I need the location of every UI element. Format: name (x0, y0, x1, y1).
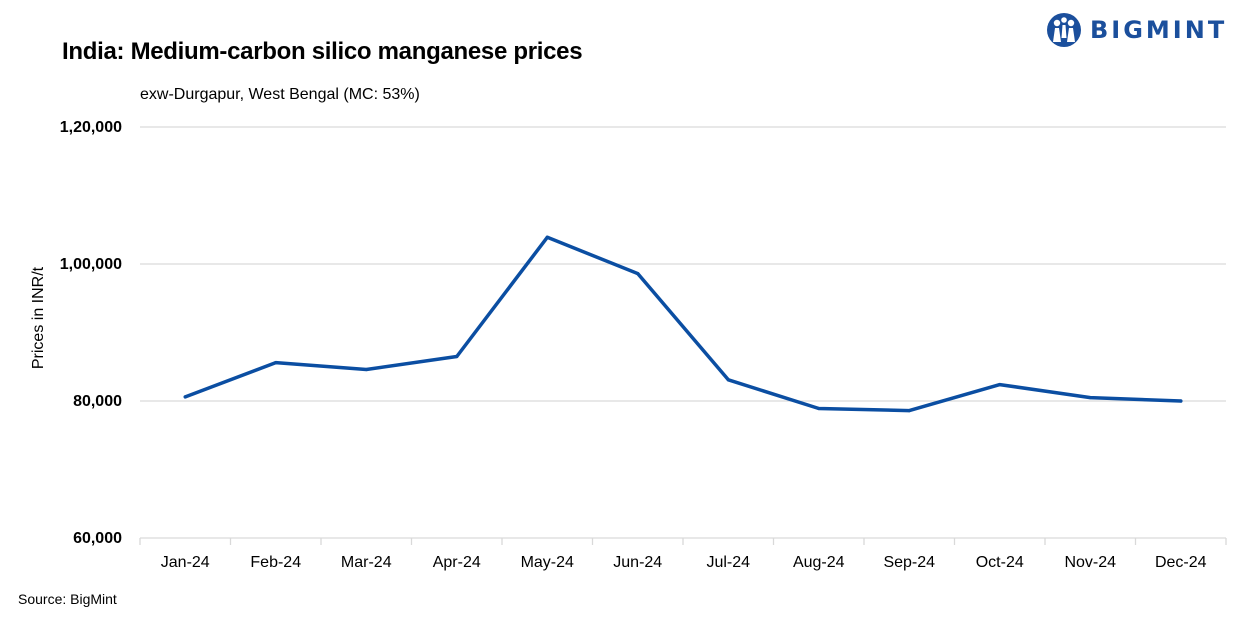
data-point (636, 271, 640, 276)
data-point (817, 406, 821, 411)
y-tick-label: 1,20,000 (60, 119, 122, 136)
y-tick-label: 60,000 (73, 530, 122, 547)
y-axis-ticks: 60,000 80,000 1,00,000 1,20,000 (60, 119, 122, 547)
x-tick-label: Apr-24 (433, 554, 481, 571)
source-note: Source: BigMint (18, 591, 117, 607)
x-axis: Jan-24 Feb-24 Mar-24 Apr-24 May-24 Jun-24 Jul-… (139, 537, 1227, 571)
data-point (1088, 395, 1092, 400)
x-tick-label: Mar-24 (341, 554, 392, 571)
gridlines (140, 126, 1226, 402)
x-tick-label: Oct-24 (976, 554, 1024, 571)
data-point (998, 382, 1002, 387)
x-tick-label: Sep-24 (883, 554, 935, 571)
x-tick-label: Nov-24 (1064, 554, 1116, 571)
data-point (726, 378, 730, 382)
data-point (455, 354, 459, 359)
x-tick-label: Aug-24 (793, 554, 845, 571)
brand-logo: BIGMINT (1044, 12, 1227, 48)
data-point (907, 408, 911, 413)
chart-title: India: Medium-carbon silico manganese pr… (62, 38, 583, 65)
y-tick-label: 80,000 (73, 393, 122, 410)
x-tick-label: Feb-24 (250, 554, 301, 571)
data-point (1179, 399, 1183, 403)
series-group (183, 235, 1183, 413)
logo-text: BIGMINT (1090, 16, 1228, 44)
x-tick-label: May-24 (521, 554, 574, 571)
bigmint-people-icon (1047, 13, 1081, 47)
data-point (183, 395, 187, 399)
x-tick-label: Jul-24 (706, 554, 750, 571)
x-tick-label: Jun-24 (613, 554, 662, 571)
series-line (183, 235, 1183, 413)
y-tick-label: 1,00,000 (60, 256, 122, 273)
data-point (364, 367, 368, 372)
x-tick-label: Jan-24 (161, 554, 210, 571)
data-point (274, 361, 278, 365)
data-point (545, 235, 549, 239)
y-axis-label: Prices in INR/t (30, 266, 47, 369)
x-tick-label: Dec-24 (1155, 554, 1207, 571)
chart-subtitle: exw-Durgapur, West Bengal (MC: 53%) (140, 86, 420, 103)
